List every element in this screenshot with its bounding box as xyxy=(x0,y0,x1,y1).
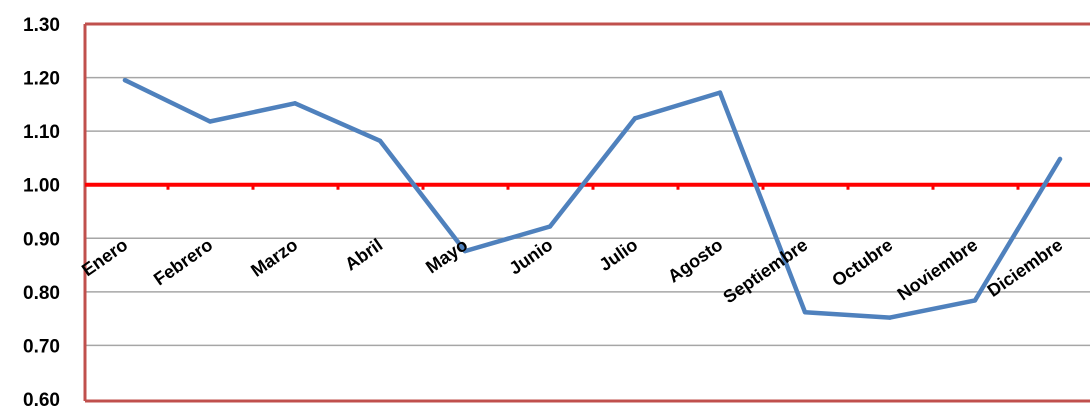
x-tick-label: Agosto xyxy=(664,235,726,287)
data-point xyxy=(207,119,213,124)
y-tick-label: 0.90 xyxy=(23,229,60,250)
data-point xyxy=(122,78,128,83)
x-tick-label: Octubre xyxy=(828,235,896,291)
x-tick-label: Julio xyxy=(595,235,641,275)
data-point xyxy=(462,248,468,254)
data-point xyxy=(802,310,808,315)
x-tick-label: Junio xyxy=(506,235,557,279)
reference-line-group xyxy=(85,182,1090,190)
series-group xyxy=(122,77,1063,320)
plot-border xyxy=(83,22,1090,403)
y-axis-labels: 0.60 0.70 0.80 0.90 1.00 1.10 1.20 1.30 xyxy=(23,15,60,406)
data-point xyxy=(717,90,723,95)
y-tick-label: 1.10 xyxy=(23,122,60,143)
y-tick-label: 0.60 xyxy=(23,390,60,406)
data-point xyxy=(887,315,893,320)
y-tick-label: 0.80 xyxy=(23,283,60,304)
data-point xyxy=(972,298,978,303)
x-tick-label: Febrero xyxy=(150,235,216,290)
y-tick-label: 1.30 xyxy=(23,15,60,36)
x-tick-label: Noviembre xyxy=(894,235,982,305)
x-tick-label: Mayo xyxy=(422,235,471,278)
data-point xyxy=(547,224,553,229)
y-tick-label: 1.00 xyxy=(23,176,60,197)
x-tick-label: Marzo xyxy=(247,235,301,281)
data-point xyxy=(377,138,383,143)
series-line xyxy=(122,77,1063,320)
data-point xyxy=(1057,156,1063,162)
data-point xyxy=(292,101,298,106)
gridlines xyxy=(85,76,1090,347)
x-tick-label: Abril xyxy=(341,235,386,275)
y-tick-label: 0.70 xyxy=(23,336,60,357)
x-axis-labels: Enero Febrero Marzo Abril Mayo Junio Julio Agos… xyxy=(78,235,1066,308)
y-tick-label: 1.20 xyxy=(23,69,60,90)
data-point xyxy=(632,116,638,121)
